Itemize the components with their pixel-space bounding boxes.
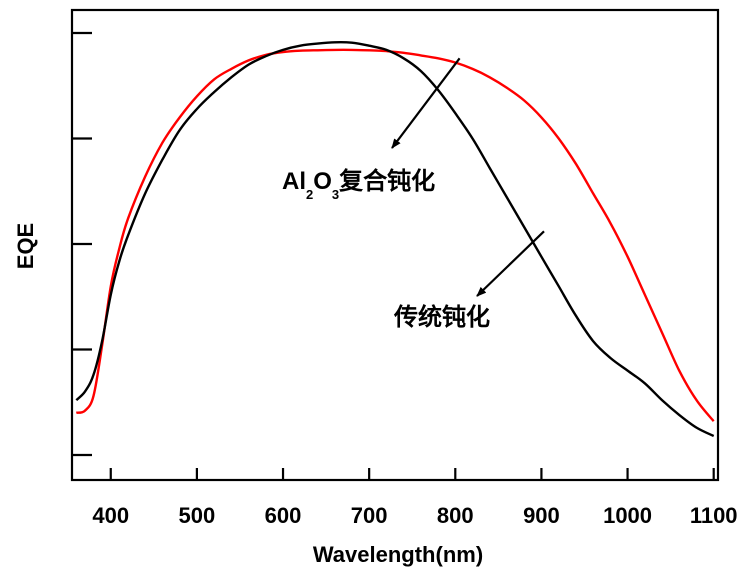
y-axis-label: EQE — [13, 223, 38, 269]
arrow-al2o3 — [391, 57, 461, 149]
x-tick-label-1000: 1000 — [603, 503, 652, 528]
x-tick-label-900: 900 — [523, 503, 560, 528]
annotation-arrows — [391, 57, 545, 297]
annotation-al2o3-o: O — [313, 168, 332, 195]
annotation-traditional: 传统钝化 — [393, 303, 490, 331]
y-axis-ticks — [72, 31, 92, 457]
x-tick-label-600: 600 — [265, 503, 302, 528]
x-tick-label-1100: 1100 — [690, 503, 738, 528]
annotation-al2o3: Al2O3复合钝化 — [282, 167, 435, 202]
x-tick-label-700: 700 — [351, 503, 388, 528]
series-black-line — [75, 40, 715, 438]
x-tick-label-400: 400 — [92, 503, 129, 528]
series-red-line — [75, 48, 715, 422]
x-axis-ticks — [109, 468, 715, 480]
annotation-al2o3-suffix: 复合钝化 — [338, 167, 435, 195]
series-group — [75, 40, 715, 438]
x-axis-tick-labels: 400 500 600 700 800 900 1000 1100 — [92, 503, 737, 528]
x-tick-label-800: 800 — [437, 503, 474, 528]
annotation-al2o3-sub2: 3 — [332, 187, 339, 202]
arrow-traditional — [476, 230, 545, 297]
x-axis-label: Wavelength(nm) — [313, 542, 483, 567]
annotation-al2o3-al: Al — [282, 168, 306, 195]
x-tick-label-500: 500 — [179, 503, 216, 528]
annotation-al2o3-sub1: 2 — [306, 187, 313, 202]
